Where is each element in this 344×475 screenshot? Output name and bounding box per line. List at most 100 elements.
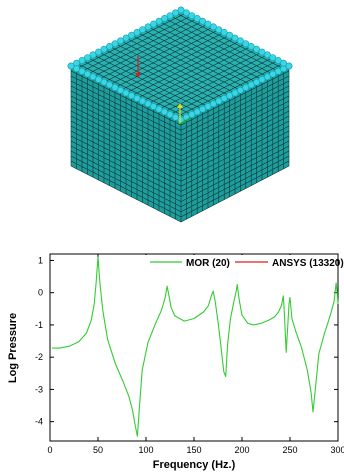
edge-node <box>100 45 108 53</box>
edge-node <box>111 84 119 91</box>
edge-node <box>226 31 233 39</box>
edge-node <box>128 31 135 39</box>
x-tick-label: 300 <box>330 445 344 455</box>
edge-node <box>95 76 102 83</box>
edge-node <box>247 43 255 50</box>
edge-node <box>150 103 157 110</box>
edge-node <box>177 6 185 14</box>
plot-frame <box>49 253 339 442</box>
edge-node <box>84 54 91 61</box>
edge-node <box>199 105 206 113</box>
edge-node <box>155 105 163 113</box>
axis-arrowhead-red <box>135 73 141 78</box>
edge-node <box>139 26 146 33</box>
edge-node <box>155 17 163 25</box>
edge-node <box>242 84 250 91</box>
fe-mesh-cube-figure <box>67 6 293 223</box>
edge-node <box>193 108 201 116</box>
y-tick-label: 0 <box>38 288 43 298</box>
y-tick-label: -3 <box>35 384 43 394</box>
x-tick-label: 50 <box>93 445 103 455</box>
edge-node <box>100 78 108 86</box>
edge-node <box>144 23 152 31</box>
edge-node <box>188 12 196 19</box>
edge-node <box>247 81 255 89</box>
edge-node <box>122 89 130 97</box>
edge-node <box>220 95 228 102</box>
coordinate-axes-icon <box>135 56 191 125</box>
edge-node <box>78 68 86 75</box>
edge-node <box>106 43 113 50</box>
edge-node <box>209 100 217 108</box>
edge-node <box>274 68 282 75</box>
axis-arrowhead-yellow <box>177 103 183 108</box>
y-axis-ticks: 1 0 -1 -2 -3 -4 <box>35 255 338 427</box>
legend-label-mor: MOR (20) <box>186 258 230 269</box>
x-axis-title: Frequency (Hz.) <box>153 459 236 471</box>
edge-node <box>117 37 124 45</box>
legend: MOR (20) ANSYS (13320) <box>145 255 344 269</box>
edge-node <box>89 73 97 81</box>
edge-node <box>253 78 260 86</box>
edge-node <box>89 51 97 59</box>
edge-node <box>67 62 75 70</box>
edge-node <box>133 29 141 36</box>
edge-node <box>161 14 168 22</box>
edge-node <box>122 34 130 42</box>
edge-node <box>263 51 271 59</box>
edge-node <box>144 100 152 108</box>
y-tick-label: -2 <box>35 352 43 362</box>
x-tick-label: 200 <box>234 445 249 455</box>
edge-node <box>258 76 266 83</box>
edge-node <box>111 40 119 47</box>
x-tick-label: 0 <box>47 445 52 455</box>
x-tick-label: 150 <box>186 445 201 455</box>
edge-node <box>236 86 244 94</box>
edge-node <box>199 17 206 25</box>
edge-node <box>78 57 86 64</box>
edge-node <box>274 57 282 64</box>
edge-node <box>220 29 228 36</box>
edge-node <box>139 97 146 105</box>
edge-node <box>215 26 223 33</box>
y-tick-label: -1 <box>35 320 43 330</box>
edge-node <box>188 111 196 118</box>
edge-node <box>95 48 102 56</box>
edge-node <box>269 54 277 61</box>
edge-node <box>106 81 113 89</box>
edge-node <box>280 59 287 67</box>
axis-arrow-green <box>179 117 191 125</box>
edge-node <box>204 103 212 110</box>
edge-node <box>161 108 168 116</box>
edge-node <box>166 111 174 118</box>
edge-node <box>150 20 157 28</box>
edge-node <box>117 86 124 94</box>
x-tick-label: 250 <box>282 445 297 455</box>
edge-node <box>285 62 293 70</box>
edge-node <box>128 92 135 100</box>
edge-node <box>215 97 223 105</box>
edge-node <box>84 70 91 78</box>
edge-node <box>258 48 266 56</box>
series-line-mor <box>51 256 339 437</box>
y-axis-title: Log Pressure <box>7 313 19 383</box>
edge-node <box>269 70 277 78</box>
edge-node <box>236 37 244 45</box>
legend-label-ansys: ANSYS (13320) <box>272 258 344 269</box>
edge-node <box>242 40 250 47</box>
edge-node <box>209 23 217 31</box>
edge-node <box>172 9 179 17</box>
mesh-grid-lines <box>70 9 290 223</box>
edge-node <box>73 65 80 73</box>
edge-node <box>263 73 271 81</box>
y-tick-label: 1 <box>38 255 43 265</box>
frequency-response-chart: 1 0 -1 -2 -3 -4 0 50 100 150 200 250 300 MOR (20) A… <box>7 253 344 471</box>
x-axis-ticks: 0 50 100 150 200 250 300 <box>47 254 344 455</box>
edge-node <box>166 12 174 19</box>
y-tick-label: -4 <box>35 417 43 427</box>
edge-node <box>231 34 239 42</box>
edge-node <box>172 113 179 121</box>
edge-node <box>182 9 190 17</box>
edge-node <box>231 89 239 97</box>
edge-node <box>193 14 201 22</box>
